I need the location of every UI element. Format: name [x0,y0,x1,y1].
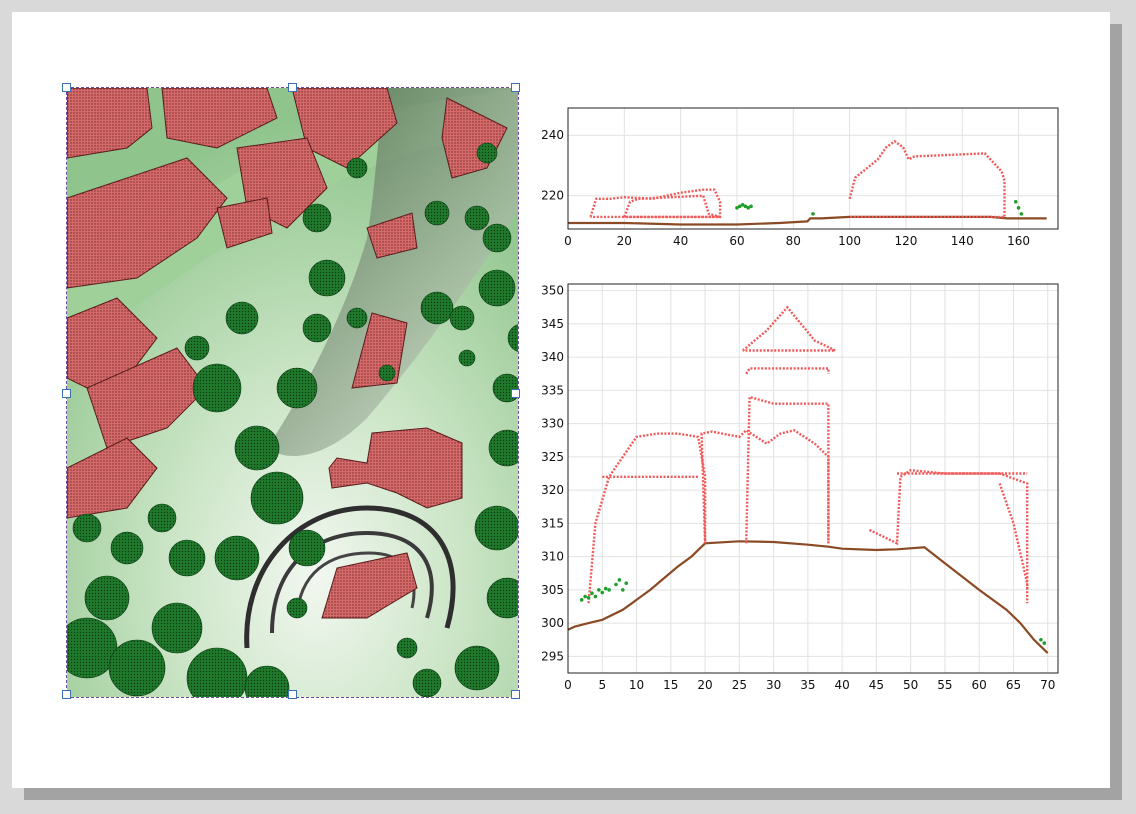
x-tick-label: 15 [663,678,678,692]
x-tick-label: 55 [937,678,952,692]
x-tick-label: 120 [894,234,917,248]
y-tick-label: 295 [541,649,564,663]
vegetation-point [737,204,742,209]
plot-border [567,107,1059,230]
x-tick-label: 10 [629,678,644,692]
vegetation-point [740,203,745,207]
vegetation-point [621,588,625,592]
x-tick-label: 0 [564,234,572,248]
y-tick-label: 335 [541,383,564,397]
resize-handle-top-center[interactable] [288,83,297,92]
y-tick-label: 240 [541,128,564,142]
x-tick-label: 20 [617,234,632,248]
vegetation-point [579,598,584,602]
x-tick-label: 20 [697,678,712,692]
vegetation-point [746,206,751,210]
building-outline [700,428,830,544]
terrain-line [567,540,1049,654]
x-tick-label: 140 [951,234,974,248]
hillside-shade [267,88,518,456]
y-tick-label: 300 [541,616,564,630]
vegetation-point [593,594,598,599]
building-outline [623,194,721,219]
x-tick-label: 60 [729,234,744,248]
vegetation-point [624,581,629,586]
x-tick-label: 60 [972,678,987,692]
vegetation-point [811,212,815,216]
resize-handle-bottom-left[interactable] [62,690,71,699]
x-tick-label: 160 [1007,234,1030,248]
y-tick-label: 325 [541,450,564,464]
x-tick-label: 50 [903,678,918,692]
x-tick-label: 70 [1040,678,1055,692]
y-tick-label: 310 [541,550,564,564]
terrace-ring-mid [270,530,434,634]
resize-handle-bottom-center[interactable] [288,690,297,699]
vegetation-point [749,204,753,209]
x-tick-label: 80 [786,234,801,248]
classified-map [67,88,518,697]
plot-area [568,284,1058,673]
plot-border [567,283,1059,674]
vegetation-canopy [67,142,518,697]
vegetation-point [1042,641,1047,645]
vegetation-point [583,594,587,599]
building-outline [745,367,830,375]
vegetation-point [1019,212,1024,216]
resize-handle-middle-right[interactable] [511,389,520,398]
resize-handle-bottom-right[interactable] [511,690,520,699]
x-tick-label: 40 [673,234,688,248]
y-tick-label: 315 [541,516,564,530]
y-tick-label: 345 [541,317,564,331]
building-outline [589,188,722,219]
x-tick-label: 0 [564,678,572,692]
building-footprints [67,88,508,619]
resize-handle-top-right[interactable] [511,83,520,92]
y-tick-label: 220 [541,189,564,203]
y-tick-label: 350 [541,284,564,298]
vegetation-point [1016,206,1021,210]
vegetation-point [735,206,739,210]
x-tick-label: 45 [869,678,884,692]
vegetation-point [603,586,608,591]
y-tick-label: 330 [541,417,564,431]
vegetation-point [590,591,594,596]
terrain-line [568,215,1047,226]
x-tick-label: 30 [766,678,781,692]
profile-chart-detail: 0 5 10 15 20 25 30 35 40 45 50 55 60 65 70 295 300 305 310… [541,283,1059,692]
map-frame[interactable] [66,87,519,698]
terrace-ring-outer [244,505,456,649]
y-tick-label: 340 [541,350,564,364]
building-outline [742,305,836,352]
vegetation-point [586,596,591,600]
x-tick-label: 25 [732,678,747,692]
vegetation-point [617,578,622,582]
resize-handle-middle-left[interactable] [62,389,71,398]
x-tick-label: 65 [1006,678,1021,692]
vegetation-point [1039,637,1043,642]
vegetation-point [600,590,605,595]
vegetation-point [607,588,611,592]
profile-chart-overview: 0 20 40 60 80 100 120 140 160 220 240 [541,107,1059,248]
y-tick-label: 305 [541,583,564,597]
building-outline [745,395,830,544]
vegetation-point [597,588,601,592]
vegetation-point [614,582,618,587]
x-tick-label: 35 [800,678,815,692]
vegetation-point [743,204,748,209]
x-tick-label: 40 [834,678,849,692]
y-tick-label: 320 [541,483,564,497]
x-tick-label: 100 [838,234,861,248]
plot-area [568,108,1058,229]
resize-handle-top-left[interactable] [62,83,71,92]
x-tick-label: 5 [598,678,606,692]
building-outline [848,139,1006,219]
vegetation-point [1013,199,1018,204]
